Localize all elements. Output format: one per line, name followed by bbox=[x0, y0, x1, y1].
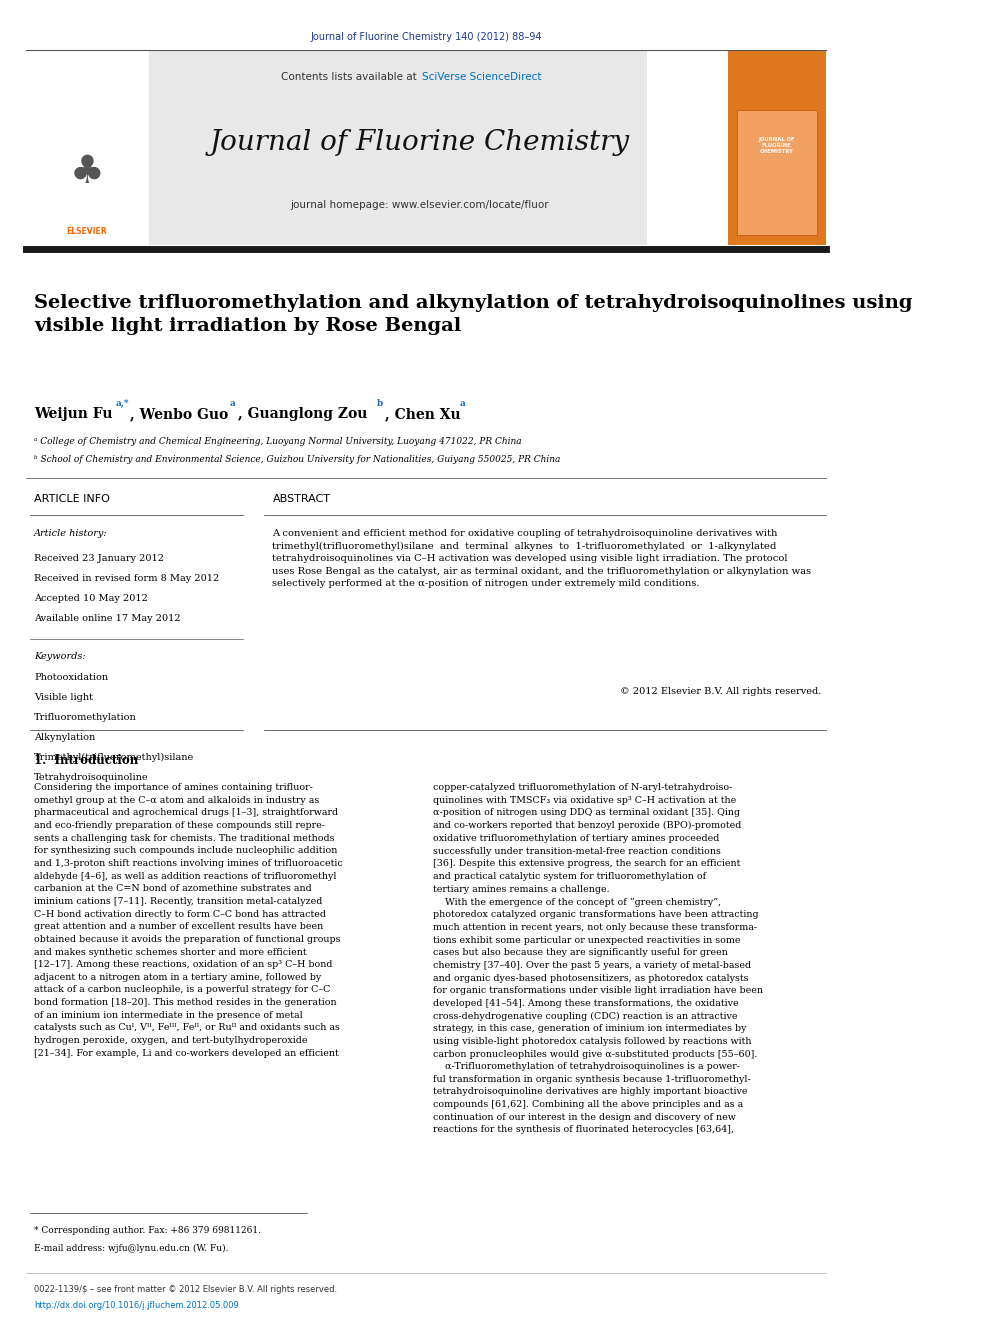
Text: A convenient and efficient method for oxidative coupling of tetrahydroisoquinoli: A convenient and efficient method for ox… bbox=[273, 529, 811, 589]
Text: Received in revised form 8 May 2012: Received in revised form 8 May 2012 bbox=[34, 574, 219, 583]
Text: , Wenbo Guo: , Wenbo Guo bbox=[130, 407, 228, 421]
Text: Photooxidation: Photooxidation bbox=[34, 673, 108, 683]
Bar bbox=[26, 50, 647, 245]
Text: Weijun Fu: Weijun Fu bbox=[34, 407, 112, 421]
Bar bbox=[26, 50, 149, 245]
Text: Available online 17 May 2012: Available online 17 May 2012 bbox=[34, 614, 181, 623]
Text: Alkynylation: Alkynylation bbox=[34, 733, 95, 742]
Text: a,*: a,* bbox=[116, 400, 129, 407]
Text: Trifluoromethylation: Trifluoromethylation bbox=[34, 713, 137, 722]
Text: Journal of Fluorine Chemistry: Journal of Fluorine Chemistry bbox=[210, 130, 630, 156]
Text: Visible light: Visible light bbox=[34, 693, 93, 703]
Text: Accepted 10 May 2012: Accepted 10 May 2012 bbox=[34, 594, 148, 603]
Text: 0022-1139/$ – see front matter © 2012 Elsevier B.V. All rights reserved.: 0022-1139/$ – see front matter © 2012 El… bbox=[34, 1285, 337, 1294]
Text: ARTICLE INFO: ARTICLE INFO bbox=[34, 493, 110, 504]
Text: a: a bbox=[230, 400, 236, 407]
Text: Considering the importance of amines containing trifluor-
omethyl group at the C: Considering the importance of amines con… bbox=[34, 783, 343, 1057]
Text: * Corresponding author. Fax: +86 379 69811261.: * Corresponding author. Fax: +86 379 698… bbox=[34, 1226, 261, 1236]
Text: http://dx.doi.org/10.1016/j.jfluchem.2012.05.009: http://dx.doi.org/10.1016/j.jfluchem.201… bbox=[34, 1301, 239, 1310]
Text: ♣: ♣ bbox=[69, 153, 104, 191]
Text: Journal of Fluorine Chemistry 140 (2012) 88–94: Journal of Fluorine Chemistry 140 (2012)… bbox=[310, 32, 542, 42]
Text: journal homepage: www.elsevier.com/locate/fluor: journal homepage: www.elsevier.com/locat… bbox=[291, 200, 550, 210]
Text: copper-catalyzed trifluoromethylation of N-aryl-tetrahydroiso-
quinolines with T: copper-catalyzed trifluoromethylation of… bbox=[433, 783, 763, 1134]
Bar bbox=[737, 110, 817, 235]
Text: a: a bbox=[460, 400, 465, 407]
Bar bbox=[728, 50, 826, 245]
Text: Selective trifluoromethylation and alkynylation of tetrahydroisoquinolines using: Selective trifluoromethylation and alkyn… bbox=[34, 294, 913, 335]
Text: Contents lists available at: Contents lists available at bbox=[281, 71, 420, 82]
Text: , Guanglong Zou: , Guanglong Zou bbox=[238, 407, 368, 421]
Text: JOURNAL OF
FLUORINE
CHEMISTRY: JOURNAL OF FLUORINE CHEMISTRY bbox=[758, 138, 795, 153]
Text: Keywords:: Keywords: bbox=[34, 652, 85, 662]
Text: b: b bbox=[376, 400, 383, 407]
Text: ABSTRACT: ABSTRACT bbox=[273, 493, 330, 504]
Text: Tetrahydroisoquinoline: Tetrahydroisoquinoline bbox=[34, 773, 149, 782]
Text: 1.  Introduction: 1. Introduction bbox=[34, 754, 138, 767]
Text: , Chen Xu: , Chen Xu bbox=[385, 407, 460, 421]
Text: Article history:: Article history: bbox=[34, 529, 108, 538]
Text: Trimethyl(trifluoromethyl)silane: Trimethyl(trifluoromethyl)silane bbox=[34, 753, 194, 762]
Text: E-mail address: wjfu@lynu.edu.cn (W. Fu).: E-mail address: wjfu@lynu.edu.cn (W. Fu)… bbox=[34, 1244, 228, 1253]
Text: ᵇ School of Chemistry and Environmental Science, Guizhou University for National: ᵇ School of Chemistry and Environmental … bbox=[34, 455, 560, 463]
Text: SciVerse ScienceDirect: SciVerse ScienceDirect bbox=[422, 71, 541, 82]
Text: © 2012 Elsevier B.V. All rights reserved.: © 2012 Elsevier B.V. All rights reserved… bbox=[620, 687, 821, 696]
Text: ᵃ College of Chemistry and Chemical Engineering, Luoyang Normal University, Luoy: ᵃ College of Chemistry and Chemical Engi… bbox=[34, 438, 522, 446]
Text: Received 23 January 2012: Received 23 January 2012 bbox=[34, 554, 164, 564]
Text: ELSEVIER: ELSEVIER bbox=[66, 228, 107, 235]
